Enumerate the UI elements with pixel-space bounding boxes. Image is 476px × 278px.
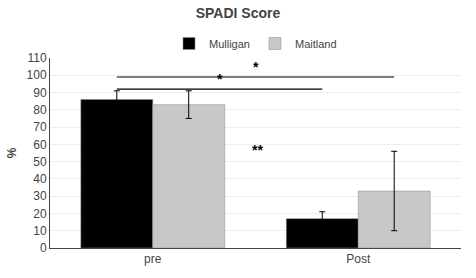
svg-text:40: 40 — [33, 172, 47, 186]
svg-text:**: ** — [252, 142, 263, 158]
svg-text:SPADI Score: SPADI Score — [196, 5, 281, 21]
svg-text:pre: pre — [144, 252, 162, 266]
svg-text:60: 60 — [33, 138, 47, 152]
svg-text:Post: Post — [346, 252, 371, 266]
svg-text:0: 0 — [40, 241, 47, 255]
svg-text:Mulligan: Mulligan — [209, 38, 250, 50]
svg-text:100: 100 — [27, 68, 47, 82]
svg-text:20: 20 — [33, 207, 47, 221]
svg-text:70: 70 — [33, 120, 47, 134]
svg-text:110: 110 — [27, 51, 46, 65]
svg-text:30: 30 — [33, 189, 47, 203]
svg-text:Maitland: Maitland — [295, 38, 337, 50]
svg-text:90: 90 — [33, 86, 47, 100]
svg-text:*: * — [217, 71, 223, 87]
svg-text:80: 80 — [33, 103, 47, 117]
svg-text:10: 10 — [33, 224, 47, 238]
svg-text:50: 50 — [33, 155, 47, 169]
svg-text:*: * — [253, 59, 259, 75]
svg-text:%: % — [5, 147, 19, 158]
